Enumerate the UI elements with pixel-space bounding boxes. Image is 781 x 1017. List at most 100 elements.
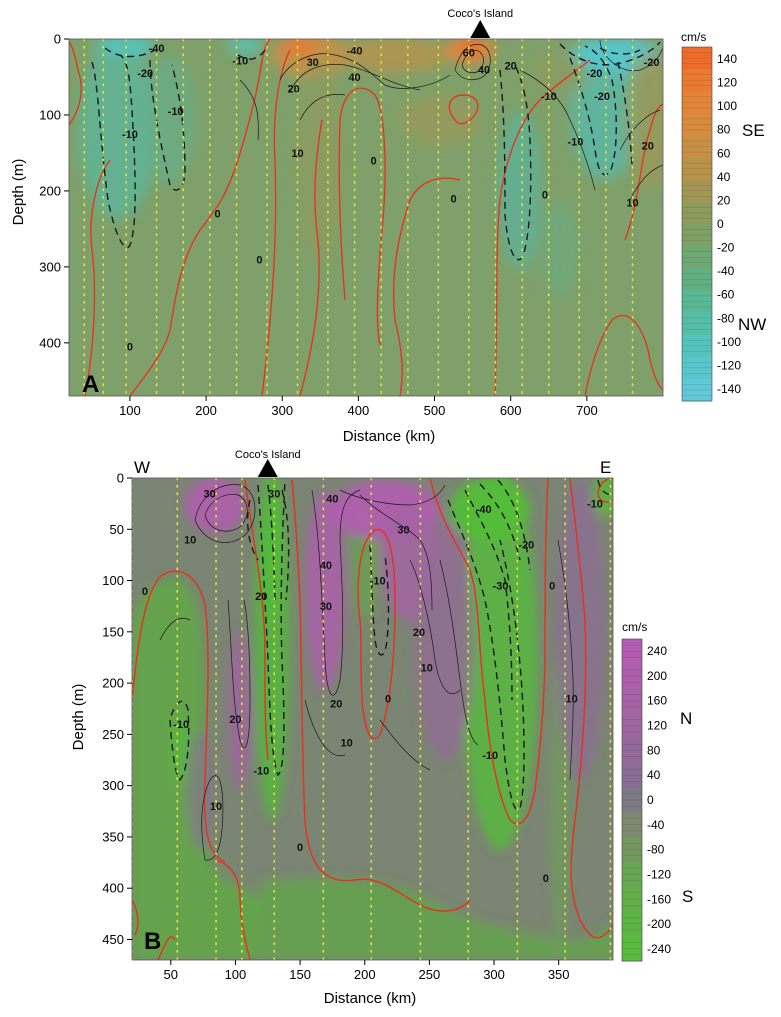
panel-a-positive-direction: SE xyxy=(742,121,765,140)
contour-label: 0 xyxy=(127,342,133,354)
contour-label: -20 xyxy=(518,540,534,552)
y-tick-label: 150 xyxy=(102,624,124,639)
panel-a-colorbar: cm/s 140 120 100 80 60 40 20 0 -20 -40 -60 -80 -100 -… xyxy=(681,30,766,402)
colorbar-swatch xyxy=(682,378,712,402)
y-tick-label: 300 xyxy=(39,259,61,274)
contour-label: 0 xyxy=(142,586,148,598)
colorbar-tick-label: 240 xyxy=(647,644,667,658)
panel-b-colorbar-swatches xyxy=(621,638,643,962)
colorbar-swatch xyxy=(622,762,642,789)
colorbar-swatch xyxy=(682,113,712,136)
colorbar-swatch xyxy=(682,91,712,114)
colorbar-tick-label: -160 xyxy=(647,892,671,906)
colorbar-swatch xyxy=(682,157,712,181)
contour-label: 20 xyxy=(642,140,654,152)
panel-b-x-axis-title: Distance (km) xyxy=(324,990,417,1007)
panel-b-colorbar: cm/s 240 200 160 120 80 40 0 -40 -80 -120 -160 -200… xyxy=(621,620,693,962)
contour-label: -30 xyxy=(493,581,509,593)
colorbar-swatch xyxy=(622,886,642,912)
colorbar-swatch xyxy=(682,47,712,70)
contour-label: -10 xyxy=(232,55,248,67)
panel-b-contours xyxy=(159,484,574,861)
panel-b-contour-labels: 30 30 10 0 20 40 40 30 30 -10 20 10 20 0 10 20 -10 -10 10 0… xyxy=(142,488,603,885)
panel-b-plot-area: 30 30 10 0 20 40 40 30 30 -10 20 10 20 0 10 20 -10 -10 10 0… xyxy=(132,478,613,960)
contour-label: 10 xyxy=(184,535,196,547)
colorbar-swatch xyxy=(682,268,712,291)
contour-label: -10 xyxy=(253,765,269,777)
x-tick-label: 150 xyxy=(289,967,311,982)
x-tick-label: 200 xyxy=(195,403,217,418)
panel-a-colorbar-swatches xyxy=(681,46,713,402)
contour-label: 0 xyxy=(543,873,549,885)
panel-a-stations xyxy=(83,39,634,396)
contour-label: 0 xyxy=(214,209,220,221)
colorbar-swatch xyxy=(622,861,642,888)
panel-b-y-axis-title: Depth (m) xyxy=(70,684,87,751)
contour-label: -20 xyxy=(587,68,603,80)
x-tick-label: 500 xyxy=(424,403,446,418)
colorbar-swatch xyxy=(622,663,642,690)
colorbar-tick-label: 60 xyxy=(717,146,731,160)
colorbar-tick-label: 40 xyxy=(647,768,661,782)
contour-label: 30 xyxy=(320,601,332,613)
x-tick-label: 200 xyxy=(354,967,376,982)
colorbar-tick-label: -120 xyxy=(717,358,741,372)
y-tick-label: 400 xyxy=(102,881,124,896)
colorbar-swatch xyxy=(682,179,712,203)
panel-b-positive-direction: N xyxy=(680,709,692,728)
y-tick-label: 250 xyxy=(102,727,124,742)
panel-a-island-label: Coco's Island xyxy=(447,8,513,20)
panel-a-label: A xyxy=(82,371,99,398)
panel-a-colorbar-unit: cm/s xyxy=(681,30,706,44)
contour-label: 20 xyxy=(505,61,517,73)
contour-label: -20 xyxy=(644,57,660,69)
contour-label: -10 xyxy=(567,137,583,149)
island-triangle-icon xyxy=(257,459,278,477)
panel-b-stations xyxy=(132,478,612,960)
panel-a-x-axis-title: Distance (km) xyxy=(343,428,436,445)
island-triangle-icon xyxy=(470,20,491,38)
colorbar-swatch xyxy=(622,936,642,962)
colorbar-tick-label: 80 xyxy=(717,123,731,137)
y-tick-label: 50 xyxy=(110,522,124,537)
panel-a-negative-direction: NW xyxy=(738,315,766,334)
contour-label: 40 xyxy=(348,72,360,84)
y-tick-label: 450 xyxy=(102,932,124,947)
x-tick-label: 350 xyxy=(548,967,570,982)
contour-label: 30 xyxy=(268,488,280,500)
colorbar-tick-label: -20 xyxy=(717,241,735,255)
panel-b-y-axis: 0 50 100 150 200 250 300 350 400 450 xyxy=(102,471,132,947)
contour-label: -40 xyxy=(347,45,363,57)
x-tick-label: 250 xyxy=(419,967,441,982)
colorbar-swatch xyxy=(682,334,712,358)
colorbar-tick-label: -240 xyxy=(647,942,671,956)
panel-b-west-label: W xyxy=(134,458,150,477)
contour-label: 40 xyxy=(320,560,332,572)
contour-label: 20 xyxy=(413,627,425,639)
x-tick-label: 400 xyxy=(348,403,370,418)
colorbar-swatch xyxy=(622,639,642,665)
colorbar-swatch xyxy=(622,837,642,863)
colorbar-swatch xyxy=(622,787,642,813)
contour-label: -10 xyxy=(370,576,386,588)
y-tick-label: 100 xyxy=(102,573,124,588)
colorbar-tick-label: -40 xyxy=(717,264,735,278)
colorbar-swatch xyxy=(622,738,642,764)
colorbar-tick-label: 100 xyxy=(717,99,737,113)
contour-label: -10 xyxy=(122,129,138,141)
contour-label: 0 xyxy=(297,842,303,854)
panel-b-label: B xyxy=(144,928,161,955)
panel-b-east-label: E xyxy=(600,458,611,477)
contour-label: 10 xyxy=(291,148,303,160)
contour-label: 0 xyxy=(542,190,548,202)
y-tick-label: 350 xyxy=(102,829,124,844)
colorbar-swatch xyxy=(682,290,712,313)
x-tick-label: 300 xyxy=(483,967,505,982)
panel-b-x-axis: 50 100 150 200 250 300 350 xyxy=(164,960,570,982)
panel-b-island-marker: Coco's Island xyxy=(235,449,301,477)
colorbar-tick-label: -80 xyxy=(647,843,665,857)
contour-label: 40 xyxy=(326,494,338,506)
